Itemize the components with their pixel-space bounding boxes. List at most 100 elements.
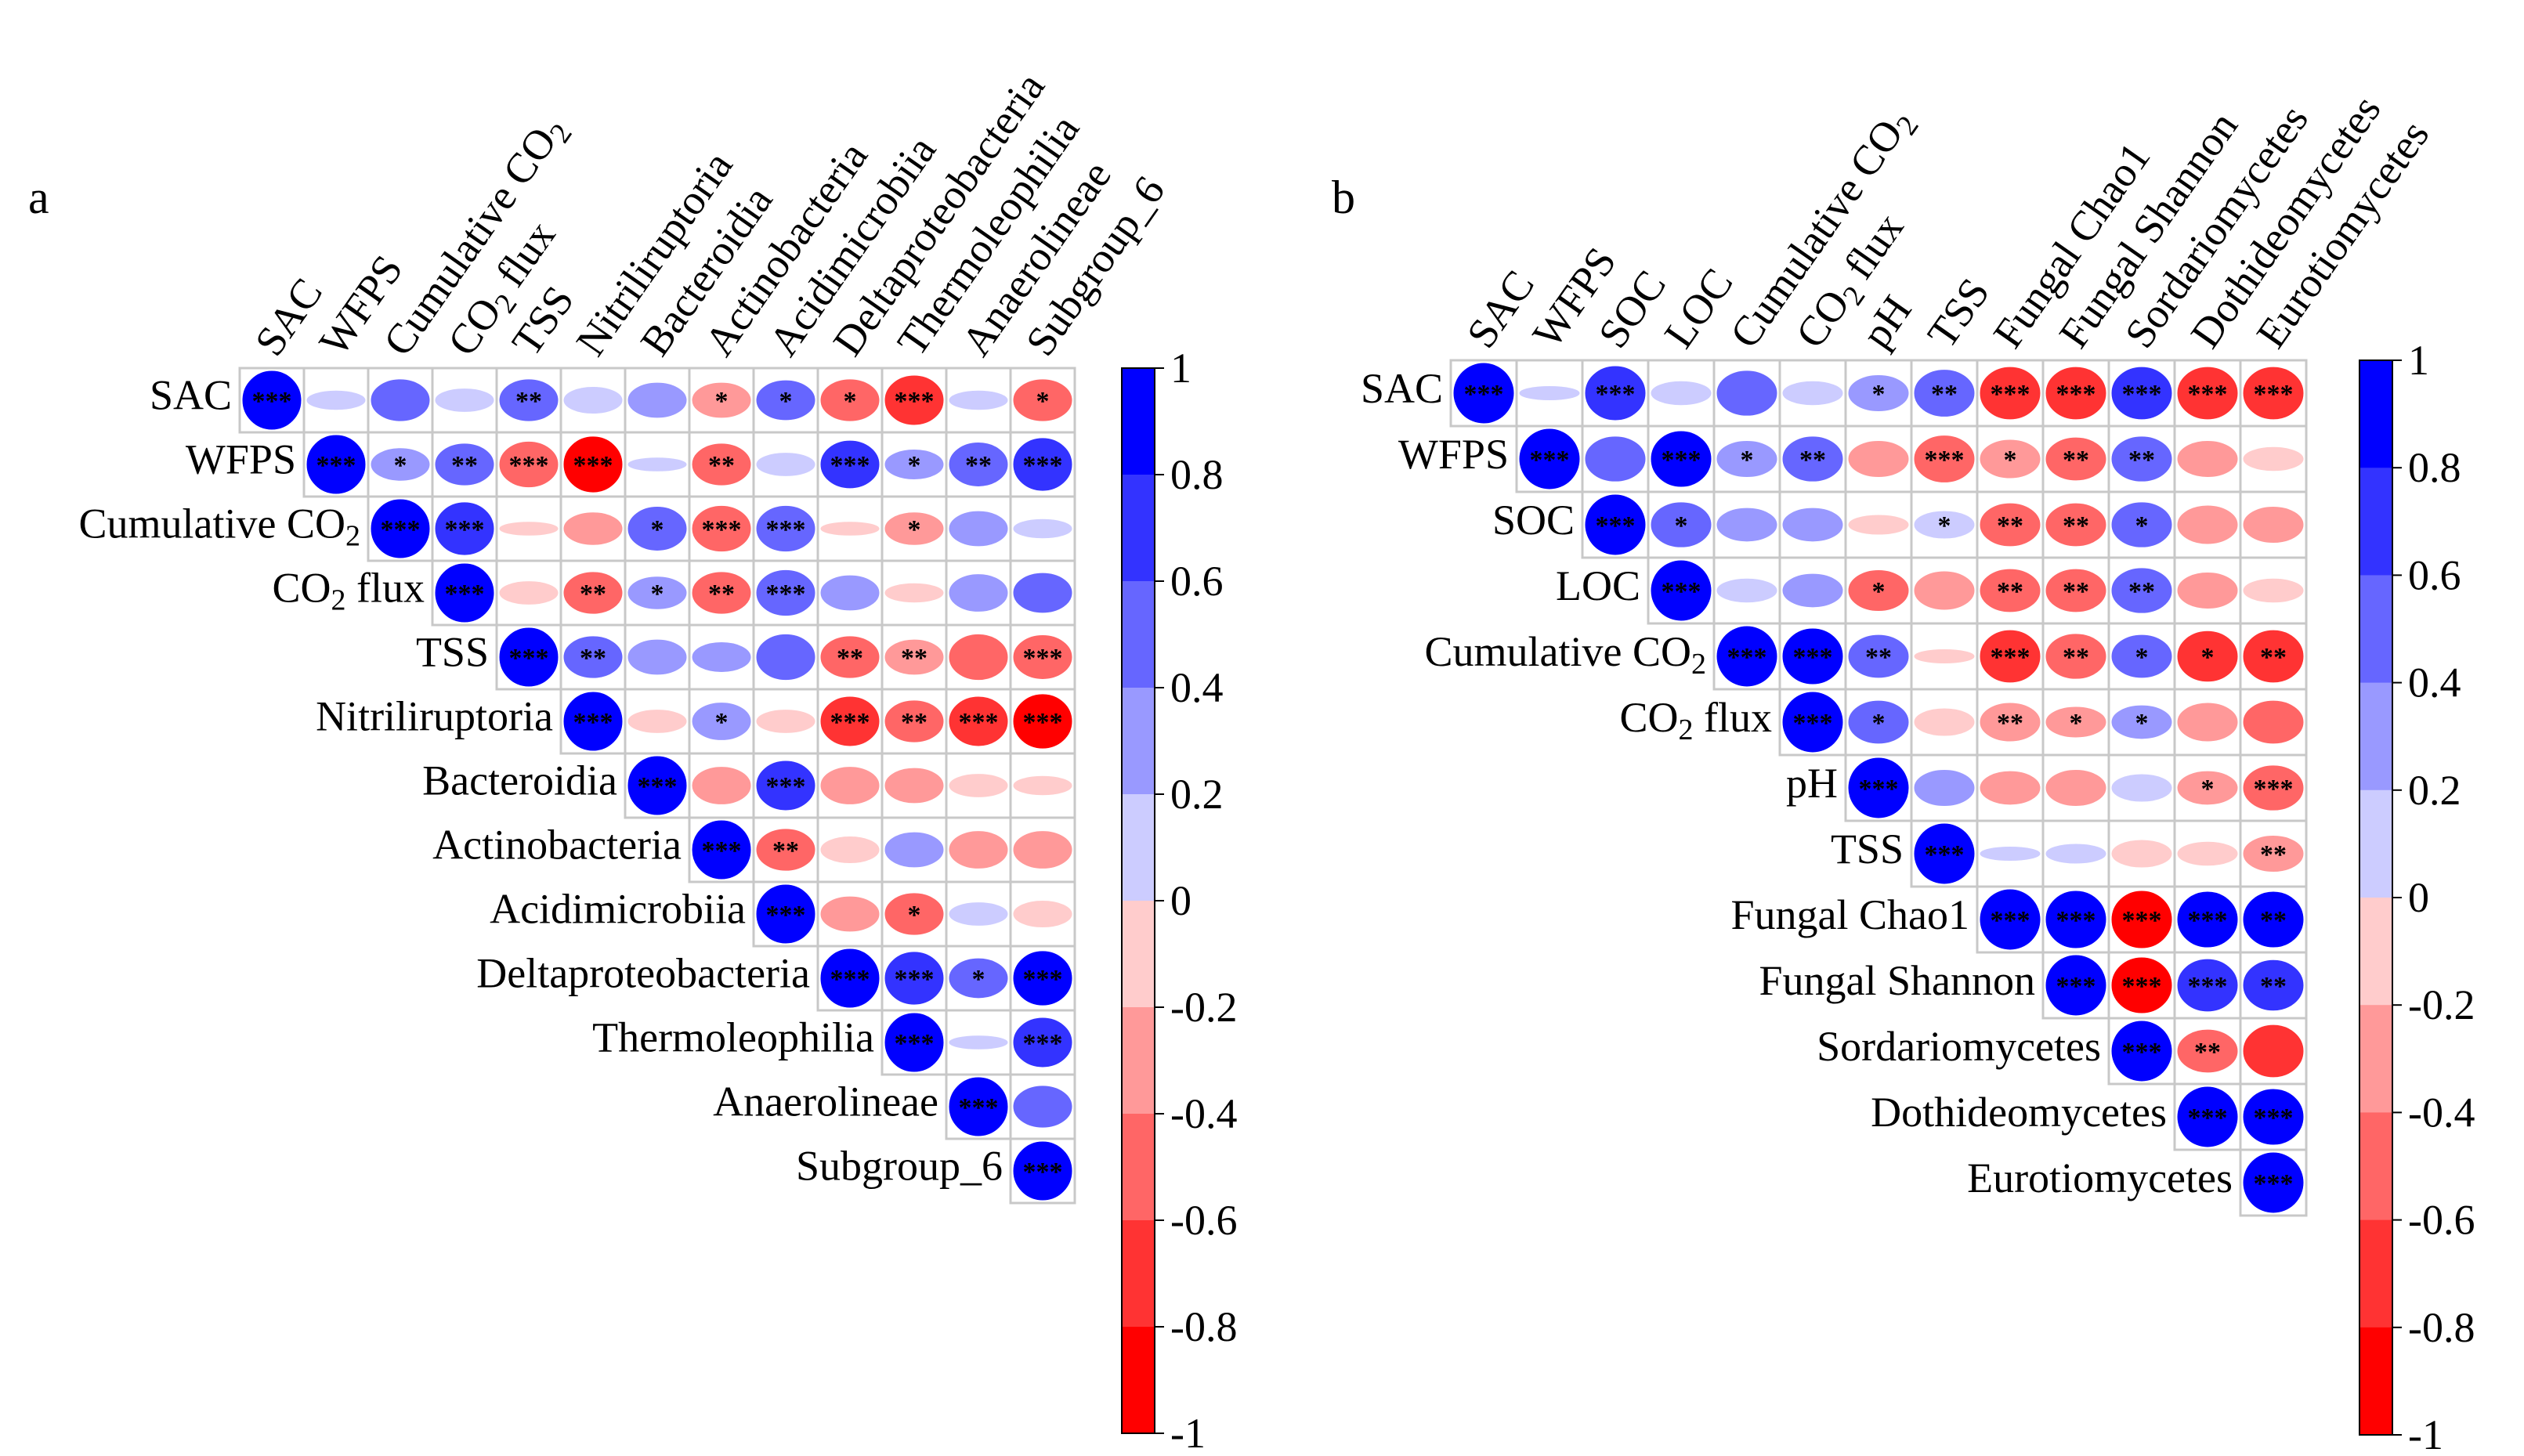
correlation-ellipse xyxy=(820,896,880,932)
color-bar-tick-label: 0 xyxy=(1170,877,1191,924)
significance-stars: ** xyxy=(2260,972,2287,1001)
color-bar-tick-label: -0.8 xyxy=(2408,1304,2475,1351)
correlation-cell: *** xyxy=(1976,622,2045,691)
row-label-nitriliruptoria: Nitriliruptoria xyxy=(316,692,553,739)
row-label-loc: LOC xyxy=(1556,562,1640,609)
significance-stars: ** xyxy=(1931,380,1958,409)
correlation-cell: * xyxy=(945,945,1012,1012)
correlation-ellipse xyxy=(1013,379,1072,421)
row-label-subgroup-6: Subgroup_6 xyxy=(796,1142,1003,1189)
panel-letter: a xyxy=(28,172,49,223)
significance-stars: *** xyxy=(1991,380,2030,409)
correlation-cell xyxy=(2239,556,2308,625)
correlation-cell xyxy=(1976,819,2045,888)
correlation-ellipse xyxy=(1848,700,1909,744)
correlation-ellipse xyxy=(2243,630,2304,683)
correlation-ellipse xyxy=(692,382,751,418)
significance-stars: *** xyxy=(638,772,678,801)
correlation-ellipse xyxy=(1980,503,2041,547)
color-bar-tick-label: 0.6 xyxy=(2408,551,2461,598)
significance-stars: *** xyxy=(2122,380,2162,409)
significance-stars: ** xyxy=(451,451,478,480)
color-bar-tick-label: 0.8 xyxy=(1170,451,1224,498)
correlation-ellipse xyxy=(2111,436,2172,482)
correlation-ellipse xyxy=(756,884,815,944)
color-bar: 1 0.8 0.6 0.4 0.2 0 -0.2 -0.4 -0.6 -0.8 -1 xyxy=(2359,337,2475,1456)
correlation-cell xyxy=(624,431,691,498)
correlation-cell: *** xyxy=(881,945,948,1012)
correlation-ellipse xyxy=(627,576,687,609)
significance-stars: ** xyxy=(772,836,799,865)
significance-stars: *** xyxy=(1662,446,1701,475)
correlation-ellipse xyxy=(692,703,751,740)
color-bar-tick-label: -0.6 xyxy=(2408,1197,2475,1244)
correlation-ellipse xyxy=(2045,955,2106,1016)
correlation-ellipse xyxy=(2243,700,2304,744)
correlation-cell: *** xyxy=(1647,556,1716,625)
correlation-cell: ** xyxy=(881,623,948,691)
correlation-ellipse xyxy=(949,390,1008,410)
correlation-ellipse xyxy=(1013,831,1072,869)
correlation-cell xyxy=(1515,359,1584,428)
correlation-ellipse xyxy=(371,448,430,481)
row-label-sac: SAC xyxy=(150,371,232,418)
correlation-cell: * xyxy=(1712,425,1781,493)
row-label-tss: TSS xyxy=(1831,826,1904,873)
correlation-cell: *** xyxy=(1976,359,2045,428)
color-bar-segment xyxy=(2359,1112,2392,1221)
correlation-ellipse xyxy=(499,379,559,421)
correlation-cell: ** xyxy=(559,623,627,691)
significance-stars: * xyxy=(844,387,857,416)
correlation-cell: *** xyxy=(2239,1082,2308,1151)
correlation-ellipse xyxy=(1013,775,1072,796)
correlation-ellipse xyxy=(1782,692,1843,753)
significance-stars: ** xyxy=(1799,446,1826,475)
correlation-cell xyxy=(881,559,948,627)
row-label-wfps: WFPS xyxy=(1398,431,1509,478)
correlation-cell: * xyxy=(624,559,691,627)
correlation-cell: * xyxy=(688,688,755,755)
correlation-ellipse xyxy=(435,443,494,486)
color-bar-segment xyxy=(2359,898,2392,1006)
correlation-cell: *** xyxy=(752,495,819,562)
significance-stars: ** xyxy=(2128,446,2155,475)
correlation-cell xyxy=(559,367,627,434)
color-bar-tick-label: 0.4 xyxy=(2408,659,2461,706)
correlation-cell: * xyxy=(1647,490,1716,559)
correlation-ellipse xyxy=(1651,502,1712,547)
significance-stars: * xyxy=(1872,709,1886,738)
correlation-ellipse xyxy=(884,768,944,804)
correlation-ellipse xyxy=(371,499,430,558)
correlation-ellipse xyxy=(2177,841,2238,866)
significance-stars: * xyxy=(715,708,729,737)
significance-stars: *** xyxy=(2056,972,2096,1001)
significance-stars: ** xyxy=(2063,643,2089,672)
correlation-cell: *** xyxy=(2239,1148,2308,1217)
correlation-cell xyxy=(1778,490,1847,559)
correlation-ellipse xyxy=(756,505,815,552)
correlation-cell: * xyxy=(881,880,948,948)
correlation-ellipse xyxy=(884,375,944,425)
correlation-cell: ** xyxy=(752,816,819,883)
correlation-cell: *** xyxy=(752,752,819,819)
significance-stars: ** xyxy=(708,451,735,480)
correlation-cell: ** xyxy=(2041,490,2110,559)
significance-stars: *** xyxy=(2056,906,2096,935)
correlation-ellipse xyxy=(1914,770,1975,806)
correlation-cell: * xyxy=(1844,688,1913,757)
correlation-ellipse xyxy=(820,696,880,746)
significance-stars: *** xyxy=(895,1029,935,1058)
correlation-ellipse xyxy=(2111,634,2172,678)
color-bar-tick-label: 0.2 xyxy=(2408,767,2461,814)
significance-stars: *** xyxy=(766,580,806,609)
correlation-ellipse xyxy=(1980,630,2041,683)
correlation-ellipse xyxy=(499,441,559,488)
correlation-ellipse xyxy=(692,767,751,804)
significance-stars: * xyxy=(2135,709,2149,738)
color-bar-segment xyxy=(2359,1219,2392,1328)
correlation-cell xyxy=(1009,880,1076,948)
correlation-cell xyxy=(816,495,884,562)
correlation-ellipse xyxy=(884,893,944,935)
correlation-cell: *** xyxy=(752,559,819,627)
correlation-cell: *** xyxy=(1647,425,1716,493)
